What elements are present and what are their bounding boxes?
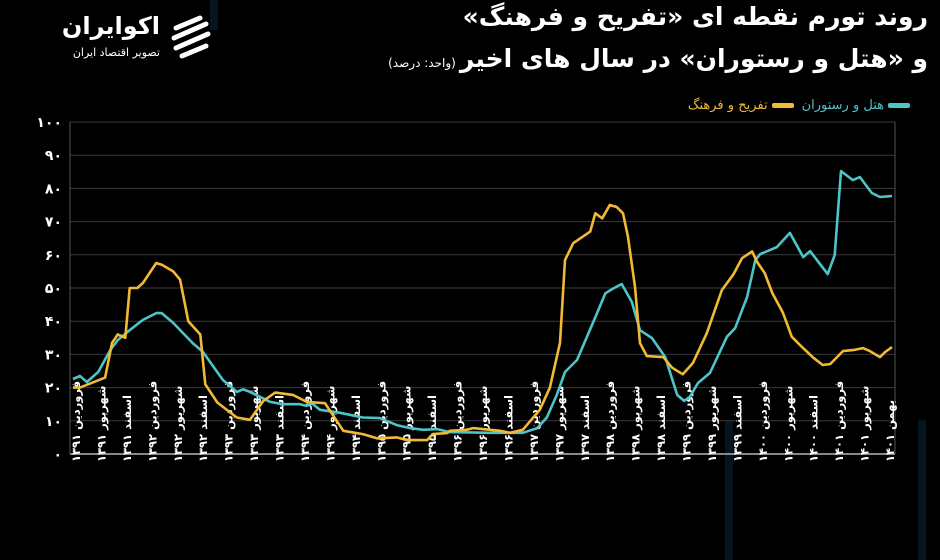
x-tick-label: فروردین ۱۳۹۸: [603, 381, 618, 462]
x-tick-label: بهمن ۱۴۰۱: [883, 400, 897, 462]
y-tick-label: ۸۰: [45, 181, 62, 197]
x-tick-label: فروردین ۱۳۹۷: [527, 381, 542, 462]
series-line-recreation-culture: [73, 203, 893, 442]
x-tick-label: اسفند ۱۳۹۷: [578, 395, 592, 462]
logo-name: اکوایران: [61, 12, 160, 40]
decorative-stripe: [725, 420, 733, 560]
x-tick-label: اسفند ۱۳۹۴: [349, 395, 363, 462]
unit-label: (واحد: درصد): [388, 56, 456, 70]
legend-item-culture: تفریح و فرهنگ: [688, 98, 794, 113]
x-tick-label: فروردین ۱۴۰۱: [832, 381, 847, 462]
x-tick-label: شهریور ۱۳۹۴: [323, 386, 338, 462]
x-tick-label: شهریور ۱۳۹۳: [247, 386, 262, 462]
x-tick-label: اسفند ۱۳۹۱: [120, 395, 134, 462]
decorative-stripe: [918, 420, 926, 560]
y-tick-label: ۹۰: [45, 148, 62, 164]
x-tick-label: شهریور ۱۳۹۱: [94, 386, 109, 462]
chart-title-line1: روند تورم نقطه ای «تفریح و فرهنگ»: [462, 2, 928, 31]
x-tick-label: شهریور ۱۳۹۶: [476, 386, 491, 462]
y-tick-label: ۷۰: [45, 215, 62, 231]
x-tick-label: فروردین ۱۳۹۳: [222, 381, 237, 462]
y-tick-label: ۰: [53, 447, 62, 463]
legend-swatch-culture: [771, 103, 794, 108]
x-tick-label: فروردین ۱۳۹۱: [69, 381, 84, 462]
legend-label-culture: تفریح و فرهنگ: [687, 98, 768, 113]
x-tick-label: شهریور ۱۳۹۸: [629, 386, 644, 462]
x-tick-label: فروردین ۱۳۹۴: [298, 381, 313, 462]
x-tick-label: فروردین ۱۴۰۰: [756, 381, 771, 462]
x-tick-label: اسفند ۱۳۹۳: [273, 395, 287, 462]
series-line-hotel-restaurant: [72, 169, 893, 435]
x-tick-label: اسفند ۱۳۹۸: [654, 395, 668, 462]
x-tick-label: شهریور ۱۳۹۹: [705, 386, 720, 462]
y-tick-label: ۳۰: [45, 347, 62, 363]
x-tick-label: شهریور ۱۴۰۰: [781, 386, 796, 462]
legend-swatch-hotel: [888, 103, 910, 108]
logo-mark-icon: [171, 15, 211, 59]
legend-label-hotel: هتل و رستوران: [801, 98, 884, 113]
chart-title-line2-text: و «هتل و رستوران» در سال های اخیر: [459, 44, 928, 73]
x-tick-label: اسفند ۱۳۹۶: [501, 395, 515, 462]
y-tick-label: ۶۰: [45, 248, 62, 264]
chart-title-line2: و «هتل و رستوران» در سال های اخیر(واحد: …: [388, 44, 928, 73]
x-tick-label: اسفند ۱۳۹۹: [730, 395, 744, 462]
logo-tagline: تصویر اقتصاد ایران: [72, 46, 160, 59]
y-tick-label: ۴۰: [45, 314, 62, 330]
x-tick-label: فروردین ۱۳۹۵: [374, 381, 389, 462]
x-tick-label: اسفند ۱۳۹۲: [196, 395, 210, 462]
x-tick-label: شهریور ۱۳۹۷: [552, 386, 567, 462]
y-tick-label: ۵۰: [45, 281, 62, 297]
logo: اکوایران تصویر اقتصاد ایران: [20, 8, 250, 59]
x-tick-label: شهریور ۱۳۹۲: [171, 386, 186, 462]
x-tick-label: شهریور ۱۴۰۱: [858, 386, 873, 462]
legend-item-hotel: هتل و رستوران: [802, 98, 910, 113]
y-tick-label: ۲۰: [45, 381, 62, 397]
x-tick-label: فروردین ۱۳۹۲: [145, 381, 160, 462]
chart-legend: هتل و رستوران تفریح و فرهنگ: [688, 98, 910, 113]
x-tick-label: فروردین ۱۳۹۶: [451, 381, 466, 462]
x-tick-label: اسفند ۱۴۰۰: [807, 395, 821, 462]
decorative-stripe: [210, 0, 218, 30]
y-tick-label: ۱۰۰: [36, 115, 62, 131]
x-tick-label: شهریور ۱۳۹۵: [400, 386, 415, 462]
y-tick-label: ۱۰: [45, 414, 62, 430]
